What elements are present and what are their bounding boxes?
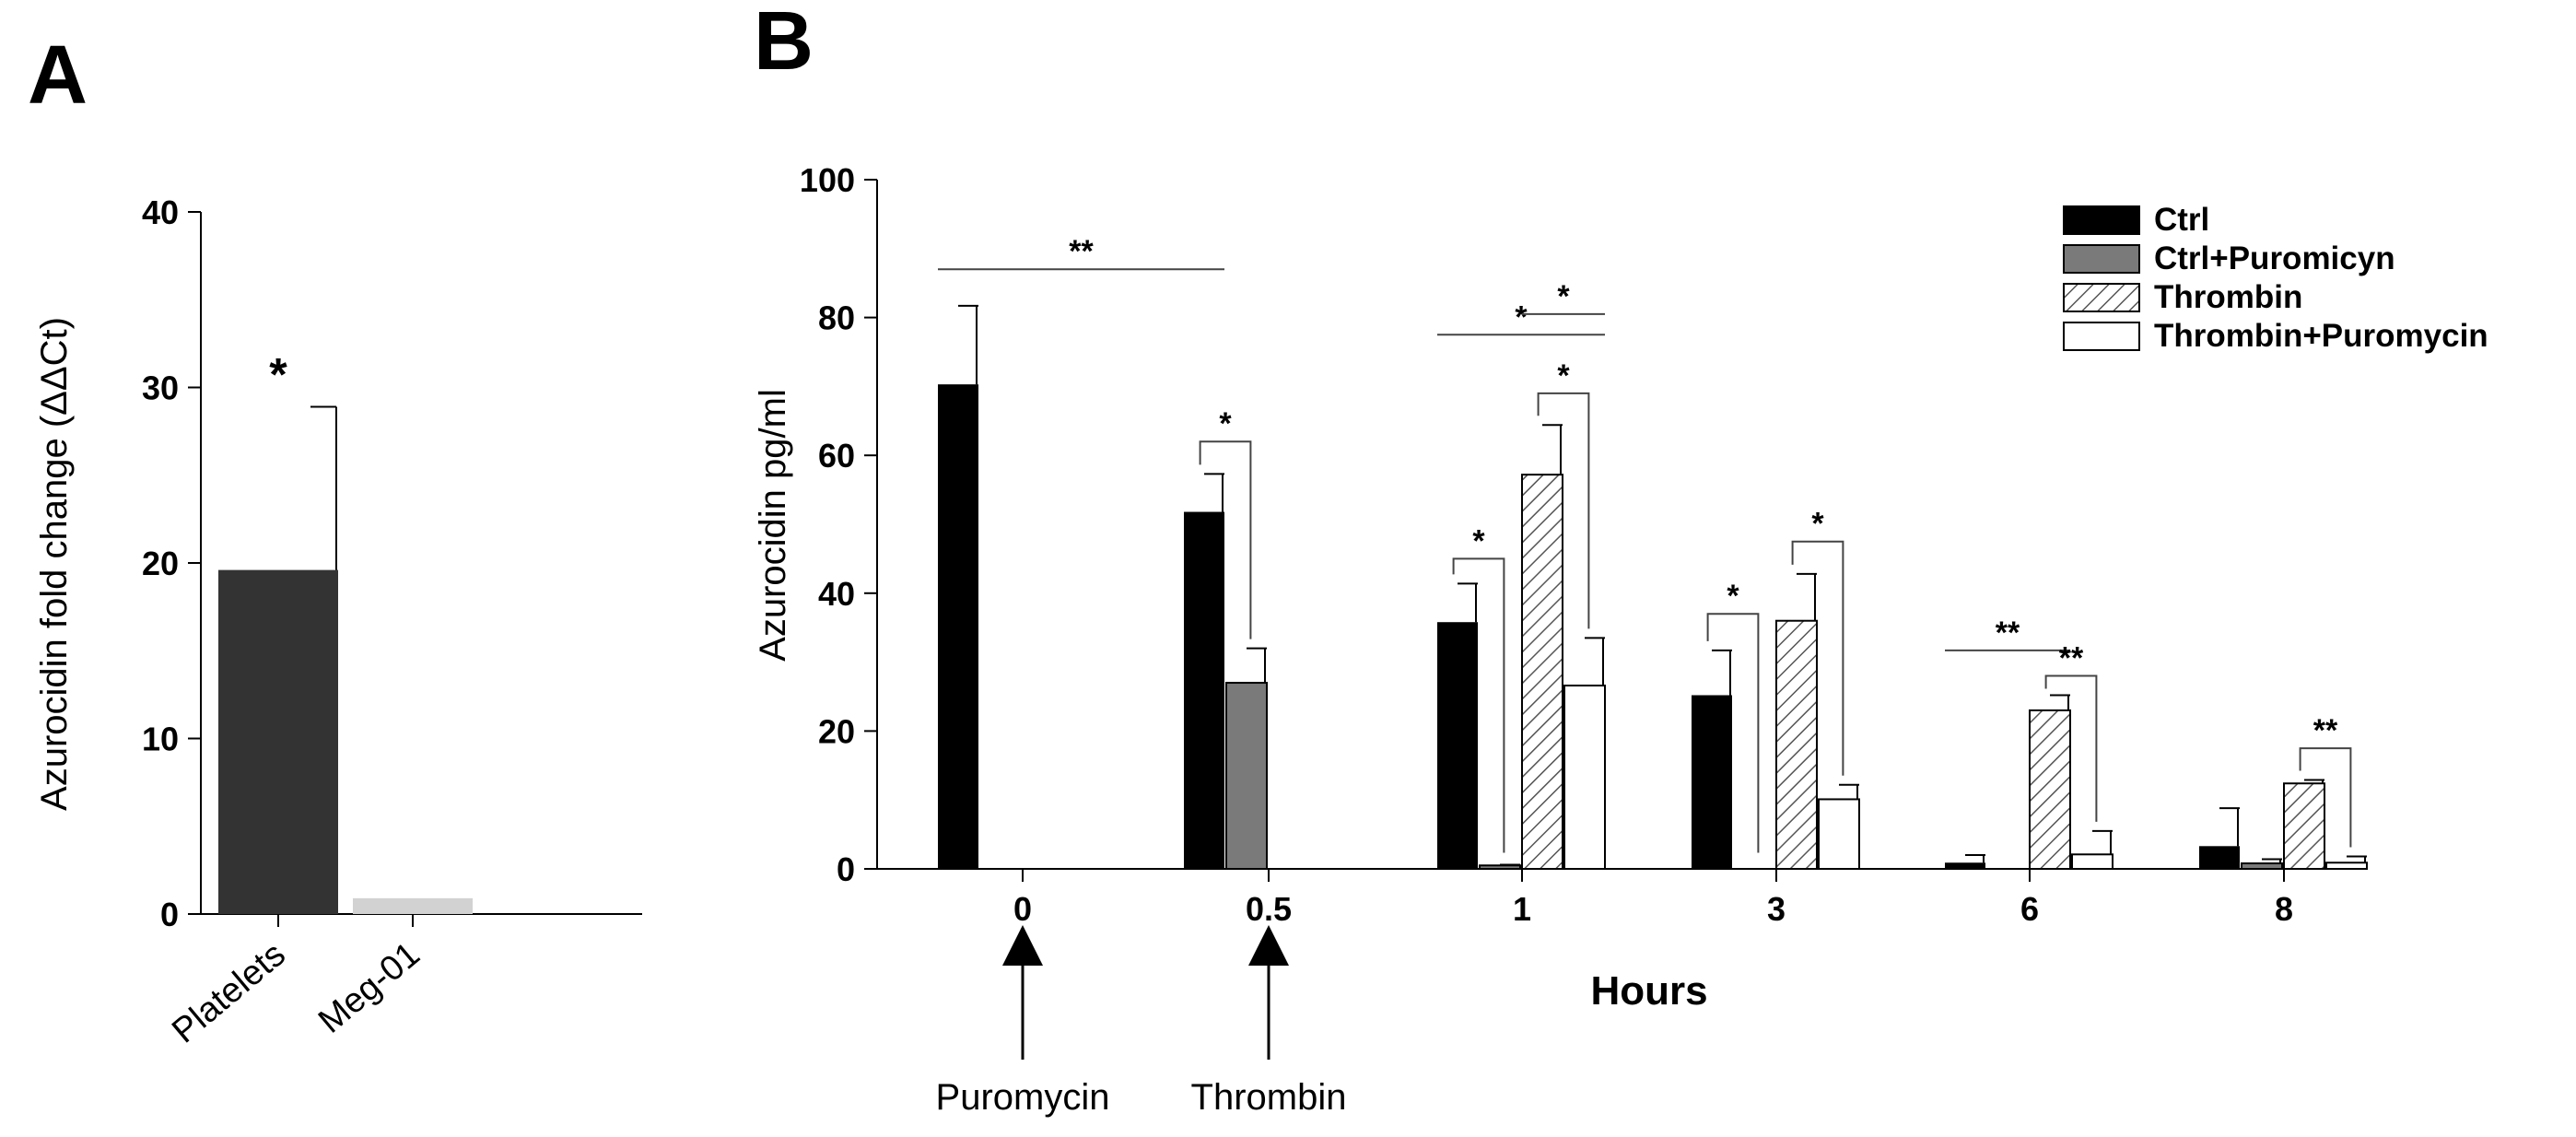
b-bar-2-3 [1775,619,1818,870]
b-bar-3-4 [2071,853,2113,870]
b-x-tick-label: 1 [1513,890,1531,928]
a-bar-meg-01 [353,897,473,914]
b-legend-label-1: Ctrl+Puromicyn [2154,240,2395,276]
b-significance-star: * [1811,507,1824,542]
b-significance-bracket [1706,613,1760,853]
b-legend-label-2: Thrombin [2154,279,2302,315]
b-significance-bracket [1452,557,1505,853]
b-x-tick-label: 0.5 [1246,890,1292,928]
b-x-axis-label: Hours [1590,968,1707,1014]
b-significance-bracket [2299,747,2352,848]
b-legend-label-3: Thrombin+Puromycin [2154,318,2488,354]
b-x-tick-label: 3 [1767,890,1786,928]
b-legend-swatch-1 [2063,244,2140,274]
a-significance-star: * [269,348,287,400]
b-bar-2-4 [2029,709,2071,871]
b-significance-bracket [1791,540,1844,776]
b-bar-0-2 [1437,622,1478,869]
a-y-tick-label: 10 [142,721,179,758]
panel-b-label: B [754,0,814,88]
b-significance-star: * [1472,523,1485,558]
b-y-tick-label: 60 [818,437,855,475]
b-significance-star: ** [2059,641,2084,676]
a-bar-platelets [218,569,338,914]
a-y-tick-label: 30 [142,369,179,407]
a-y-tick-label: 0 [160,896,179,933]
b-significance-bracket [2044,674,2098,822]
panel-a-label: A [28,29,88,122]
b-bar-1-1 [1225,682,1268,870]
b-significance-star: * [1557,358,1570,393]
b-legend-label-0: Ctrl [2154,202,2209,238]
b-y-tick-label: 100 [800,161,855,199]
b-arrow-label: Thrombin [1191,1077,1347,1118]
b-bar-2-5 [2283,782,2325,870]
b-significance-star: ** [1996,615,2020,651]
panel-a-chart: 0 10 20 30 40 Platelets Meg-01 * Azurocidin fo… [34,193,642,1051]
b-x-tick-label: 6 [2020,890,2039,928]
b-significance-star: * [1557,279,1570,314]
b-legend-swatch-2 [2063,283,2140,312]
b-significance-star: * [1515,299,1528,334]
a-x-tick-label: Platelets [165,935,293,1051]
b-y-tick-label: 40 [818,575,855,613]
b-significance-star: * [1727,579,1739,614]
b-legend-swatch-3 [2063,322,2140,351]
b-y-tick-label: 80 [818,299,855,337]
b-significance-star: ** [1069,234,1094,269]
b-y-tick-label: 20 [818,712,855,750]
b-bar-3-5 [2325,862,2368,871]
b-bar-1-5 [2241,862,2283,870]
b-bar-3-3 [1818,798,1860,871]
a-y-axis-label: Azurocidin fold change (ΔΔCt) [34,317,75,811]
b-bar-0-3 [1692,695,1732,869]
b-arrow-label: Puromycin [936,1077,1110,1118]
b-legend-swatch-0 [2063,205,2140,235]
b-bar-0-5 [2199,846,2240,869]
b-y-axis-label: Azurocidin pg/ml [753,389,793,662]
b-bar-0-0 [938,384,978,869]
a-y-tick-label: 20 [142,545,179,582]
b-y-tick-label: 0 [837,850,855,888]
b-significance-star: ** [2313,713,2338,748]
b-bar-0-1 [1184,511,1224,869]
b-significance-bracket [1199,440,1252,639]
a-y-tick-label: 40 [142,193,179,231]
b-bar-3-2 [1563,685,1606,870]
b-bar-0-4 [1945,862,1985,869]
b-x-tick-label: 0 [1013,890,1032,928]
b-significance-bracket [1537,392,1590,629]
b-x-tick-label: 8 [2275,890,2293,928]
a-x-tick-label: Meg-01 [311,935,427,1041]
b-arrow-head [1248,925,1289,966]
b-bar-2-2 [1521,474,1563,870]
b-legend: CtrlCtrl+PuromicynThrombinThrombin+Purom… [2063,202,2488,354]
b-arrow-head [1002,925,1043,966]
b-significance-star: * [1219,406,1232,441]
b-bar-1-2 [1479,864,1521,871]
